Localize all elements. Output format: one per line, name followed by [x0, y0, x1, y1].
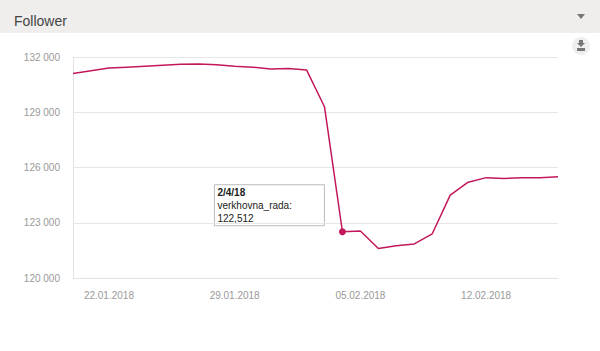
svg-text:22.01.2018: 22.01.2018: [84, 290, 134, 301]
svg-text:05.02.2018: 05.02.2018: [335, 290, 385, 301]
svg-text:126 000: 126 000: [24, 162, 61, 173]
svg-text:129 000: 129 000: [24, 107, 61, 118]
svg-text:29.01.2018: 29.01.2018: [210, 290, 260, 301]
svg-text:Follower: Follower: [14, 13, 67, 29]
svg-text:120 000: 120 000: [24, 273, 61, 284]
svg-text:12.02.2018: 12.02.2018: [461, 290, 511, 301]
svg-text:2/4/18: 2/4/18: [217, 187, 245, 198]
svg-text:verkhovna_rada:: verkhovna_rada:: [217, 200, 292, 211]
svg-text:122,512: 122,512: [217, 213, 254, 224]
svg-text:123 000: 123 000: [24, 217, 61, 228]
svg-text:132 000: 132 000: [24, 52, 61, 63]
